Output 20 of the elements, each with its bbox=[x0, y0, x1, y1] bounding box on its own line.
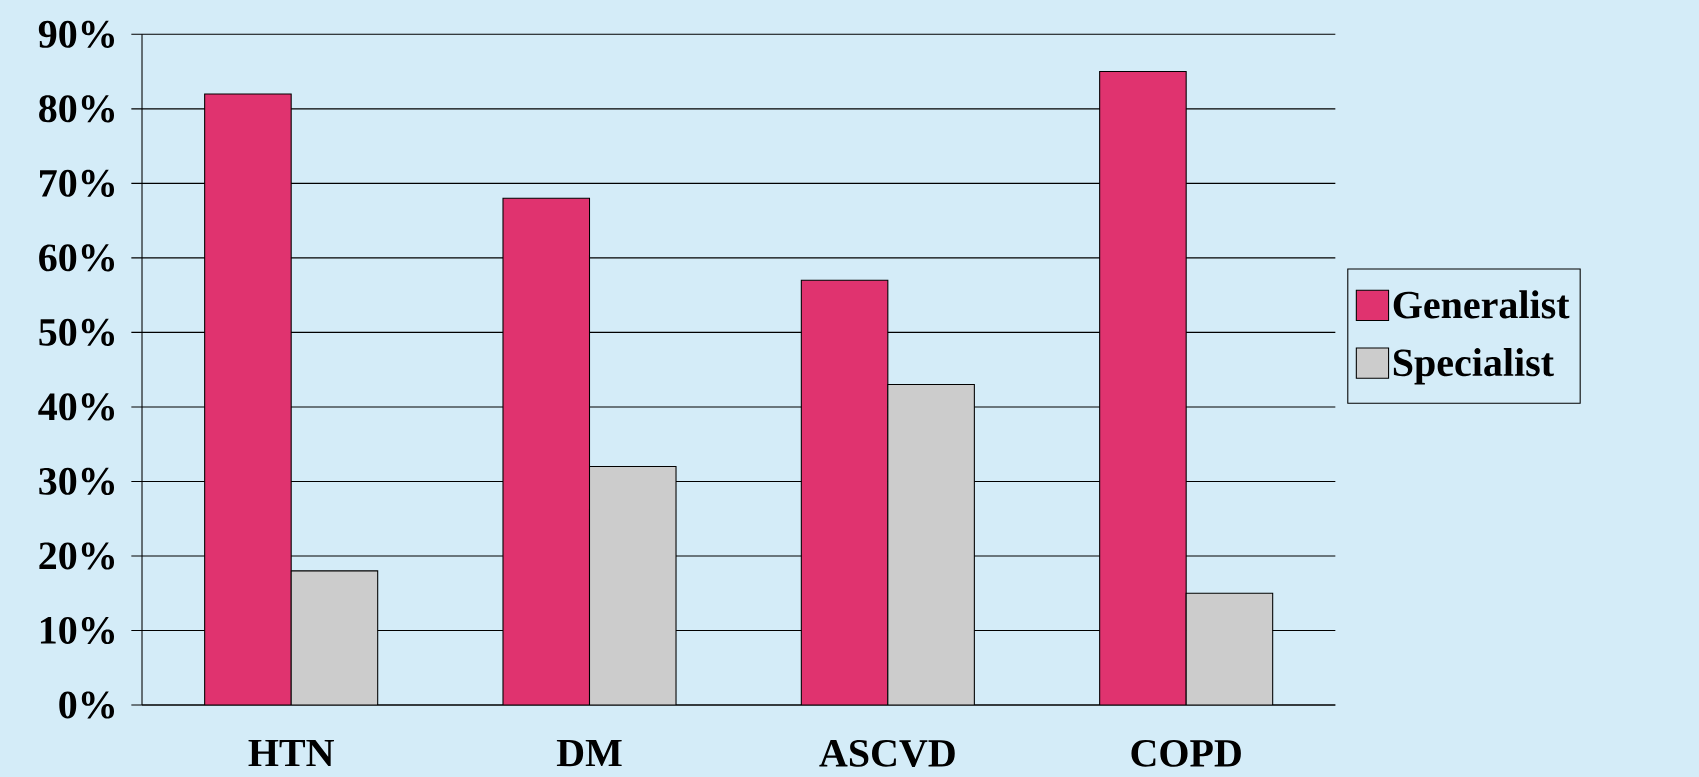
y-tick-label: 70% bbox=[40, 169, 114, 197]
legend-label: Generalist bbox=[1393, 290, 1570, 319]
bar bbox=[1185, 592, 1274, 705]
y-tick-label: 80% bbox=[39, 95, 114, 123]
y-tick-label: 10% bbox=[40, 616, 114, 645]
y-tick-label: 50% bbox=[39, 318, 114, 346]
y-tick-label: 30% bbox=[39, 467, 114, 495]
y-tick-label: 20% bbox=[39, 542, 114, 570]
x-tick-label: HTN bbox=[248, 739, 334, 767]
y-tick-label: 40% bbox=[38, 393, 114, 421]
x-tick-label: ASCVD bbox=[819, 739, 955, 768]
x-tick-label: DM bbox=[556, 739, 622, 767]
x-tick-label: COPD bbox=[1131, 739, 1241, 767]
y-tick-label: 90% bbox=[38, 20, 114, 48]
bar bbox=[887, 384, 975, 705]
legend-label: Specialist bbox=[1393, 348, 1554, 385]
bar bbox=[588, 465, 677, 705]
y-tick-label: 0% bbox=[59, 691, 114, 719]
y-tick-label: 60% bbox=[39, 244, 114, 272]
bar bbox=[290, 570, 379, 705]
